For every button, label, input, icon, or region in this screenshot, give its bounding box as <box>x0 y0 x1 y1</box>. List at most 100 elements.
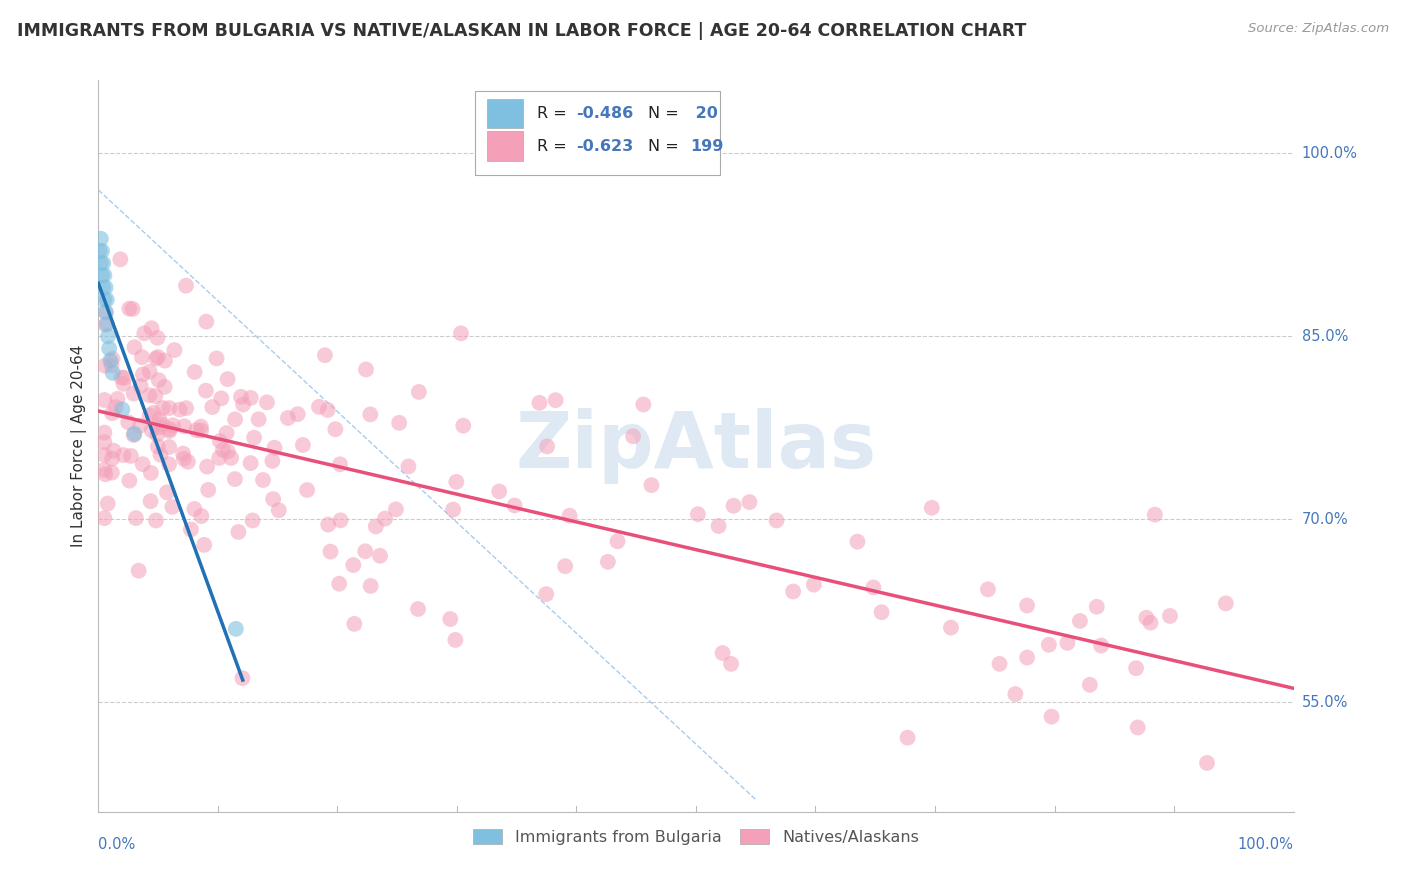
Legend: Immigrants from Bulgaria, Natives/Alaskans: Immigrants from Bulgaria, Natives/Alaska… <box>467 823 925 851</box>
Point <box>439 612 461 626</box>
Point <box>201 400 224 414</box>
Point <box>329 513 352 527</box>
Point <box>406 602 429 616</box>
Point <box>503 499 526 513</box>
Point <box>156 485 179 500</box>
Point <box>190 509 212 524</box>
Point <box>138 409 160 423</box>
Point <box>94 280 117 294</box>
Point <box>93 392 115 407</box>
Point <box>803 577 825 591</box>
Point <box>94 305 117 319</box>
Point <box>93 511 115 525</box>
Point <box>1215 596 1237 610</box>
Point <box>183 365 205 379</box>
Point <box>148 373 170 387</box>
Text: 0.0%: 0.0% <box>98 837 135 852</box>
Point <box>1143 508 1166 522</box>
Point <box>96 293 118 307</box>
Point <box>328 576 350 591</box>
Point <box>242 513 264 527</box>
Point <box>159 422 181 436</box>
Point <box>723 499 745 513</box>
Point <box>1085 599 1108 614</box>
Point <box>90 232 112 246</box>
Point <box>150 417 173 432</box>
Point <box>354 362 377 376</box>
Point <box>93 448 115 462</box>
Point <box>101 351 124 366</box>
Point <box>94 305 117 319</box>
Point <box>396 459 419 474</box>
Point <box>129 418 152 433</box>
Point <box>98 342 121 356</box>
Point <box>174 278 197 293</box>
Point <box>146 331 169 345</box>
Point <box>287 407 309 421</box>
Point <box>388 416 411 430</box>
Point <box>107 392 129 406</box>
Point <box>342 558 364 572</box>
Point <box>145 513 167 527</box>
Point <box>117 415 139 429</box>
Point <box>329 458 352 472</box>
Point <box>596 555 619 569</box>
Point <box>1135 610 1157 624</box>
Point <box>1040 709 1063 723</box>
Text: N =: N = <box>648 138 685 153</box>
Point <box>1195 756 1218 770</box>
Point <box>100 359 122 373</box>
Point <box>177 455 200 469</box>
Text: Source: ZipAtlas.com: Source: ZipAtlas.com <box>1249 22 1389 36</box>
Point <box>262 492 284 507</box>
Point <box>104 400 127 414</box>
Point <box>90 256 112 270</box>
Point <box>354 544 377 558</box>
Point <box>277 411 299 425</box>
Point <box>368 549 391 563</box>
Point <box>91 244 114 258</box>
Point <box>101 366 124 380</box>
Point <box>93 425 115 440</box>
Point <box>782 584 804 599</box>
Point <box>101 466 124 480</box>
Point <box>209 392 232 406</box>
Point <box>640 478 662 492</box>
Point <box>374 511 396 525</box>
Point <box>225 622 247 636</box>
Point <box>195 315 218 329</box>
Point <box>111 402 134 417</box>
Point <box>118 301 141 316</box>
Point <box>172 447 194 461</box>
Point <box>247 412 270 426</box>
Point <box>215 426 238 441</box>
Point <box>205 351 228 366</box>
Point <box>190 419 212 434</box>
Point <box>103 443 125 458</box>
Point <box>91 268 114 283</box>
Point <box>174 401 197 416</box>
Point <box>408 384 430 399</box>
Point <box>146 350 169 364</box>
Point <box>94 318 117 332</box>
Point <box>157 401 180 415</box>
Point <box>110 370 132 384</box>
Point <box>132 368 155 382</box>
Point <box>308 400 330 414</box>
Point <box>529 396 551 410</box>
FancyBboxPatch shape <box>486 99 523 128</box>
Point <box>197 483 219 497</box>
Text: 85.0%: 85.0% <box>1302 329 1348 343</box>
Point <box>120 449 142 463</box>
Point <box>862 581 884 595</box>
Point <box>152 401 174 415</box>
Point <box>180 523 202 537</box>
Point <box>1139 615 1161 630</box>
Point <box>988 657 1011 671</box>
Point <box>558 508 581 523</box>
Point <box>319 544 342 558</box>
Point <box>153 353 176 368</box>
Point <box>229 390 252 404</box>
Point <box>193 538 215 552</box>
Point <box>112 370 135 384</box>
